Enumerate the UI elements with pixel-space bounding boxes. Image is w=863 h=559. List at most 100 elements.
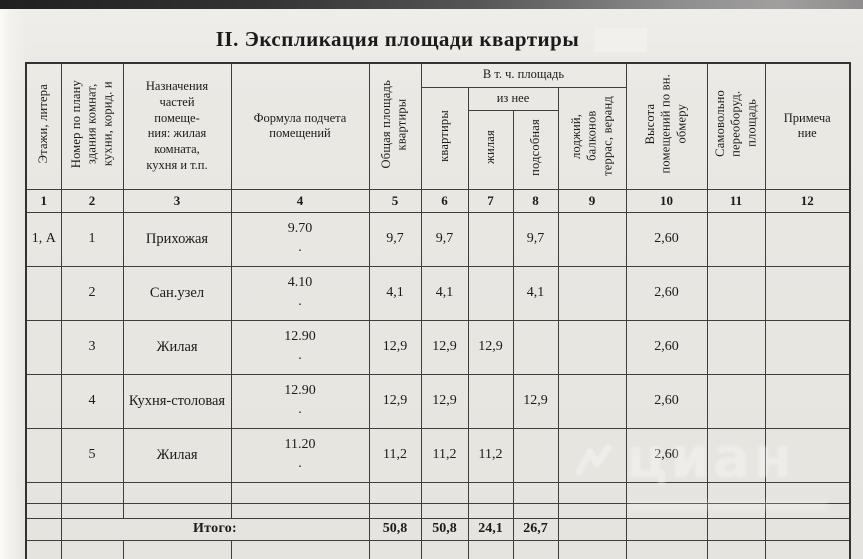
- explication-table: Этажи, литера Номер по плану здания комн…: [25, 62, 851, 559]
- empty-cell: [25, 502, 62, 519]
- col-header-purpose-label: Назначения частей помеще- ния: жилая ком…: [145, 79, 209, 172]
- cell-num: 2: [60, 265, 124, 321]
- empty-cell: [512, 539, 559, 559]
- redaction-patch: [595, 27, 648, 52]
- empty-cell: [420, 481, 469, 504]
- cell-unauth: [706, 211, 766, 267]
- cell-formula: 11.20 .: [230, 427, 370, 483]
- empty-cell: [60, 502, 124, 519]
- totals-apt: 50,8: [420, 517, 469, 541]
- col-num-2: 2: [60, 188, 124, 213]
- cell-formula: 12.90 .: [230, 319, 370, 375]
- empty-cell: [625, 502, 708, 519]
- totals-aux: 26,7: [512, 517, 559, 541]
- cell-total: 4,1: [368, 265, 422, 321]
- table-row: 2 Сан.узел 4.10 . 4,1 4,1 4,1 2,60: [25, 265, 851, 321]
- empty-cell: [60, 481, 124, 504]
- col-header-auxiliary-label: подсобная: [527, 118, 542, 176]
- empty-cell: [706, 539, 766, 559]
- col-header-unauthorized: Самовольно переоборуд. площадь: [706, 62, 766, 190]
- cell-aux: 12,9: [512, 373, 559, 429]
- empty-cell: [368, 539, 422, 559]
- col-header-formula: Формула подчета помещений: [230, 62, 370, 190]
- group-header-of-it: из нее: [467, 86, 559, 111]
- col-header-total-area: Общая площадь квартиры: [368, 62, 422, 190]
- empty-cell: [122, 481, 232, 504]
- empty-cell: [467, 481, 514, 504]
- col-header-purpose: Назначения частей помеще- ния: жилая ком…: [122, 62, 232, 190]
- col-header-living-label: жилая: [482, 130, 497, 164]
- cell-name: Прихожая: [122, 211, 232, 267]
- col-header-total-area-label: Общая площадь квартиры: [379, 79, 409, 168]
- cell-apt: 12,9: [420, 319, 469, 375]
- empty-row: [25, 481, 851, 504]
- empty-cell: [122, 539, 232, 559]
- cell-balcony: [557, 319, 627, 375]
- col-num-3: 3: [122, 188, 232, 213]
- col-header-auxiliary: подсобная: [512, 109, 559, 190]
- cell-balcony: [557, 211, 627, 267]
- totals-living: 24,1: [467, 517, 514, 541]
- col-header-plan-number-label: Номер по плану здания комнат, кухни, кор…: [68, 79, 114, 168]
- cell-total: 12,9: [368, 373, 422, 429]
- empty-cell: [60, 539, 124, 559]
- empty-cell: [764, 502, 851, 519]
- col-num-4: 4: [230, 188, 370, 213]
- column-numbers-row: 1 2 3 4 5 6 7 8 9 10 11 12: [25, 188, 851, 213]
- empty-cell: [25, 481, 62, 504]
- empty-cell: [230, 502, 370, 519]
- empty-cell: [25, 517, 62, 541]
- totals-label: Итого:: [60, 517, 370, 541]
- cell-num: 5: [60, 427, 124, 483]
- cell-height: 2,60: [625, 211, 708, 267]
- empty-cell: [122, 502, 232, 519]
- empty-cell: [368, 502, 422, 519]
- cell-floor: [25, 427, 62, 483]
- col-header-unauthorized-label: Самовольно переоборуд. площадь: [712, 90, 758, 158]
- cell-living: [467, 265, 514, 321]
- empty-cell: [625, 517, 708, 541]
- cell-balcony: [557, 265, 627, 321]
- table-row: 1, А 1 Прихожая 9.70 . 9,7 9,7 9,7 2,60: [25, 211, 851, 267]
- empty-cell: [467, 539, 514, 559]
- cell-formula: 9.70 .: [230, 211, 370, 267]
- cell-living: 11,2: [467, 427, 514, 483]
- cell-aux: 9,7: [512, 211, 559, 267]
- cell-unauth: [706, 373, 766, 429]
- empty-cell: [706, 481, 766, 504]
- paper-left-edge: [0, 9, 26, 559]
- col-num-12: 12: [764, 188, 851, 213]
- cell-name: Кухня-столовая: [122, 373, 232, 429]
- col-header-height: Высота помещений по вн. обмеру: [625, 62, 708, 190]
- empty-cell: [706, 502, 766, 519]
- cell-aux: [512, 427, 559, 483]
- empty-cell: [230, 481, 370, 504]
- cell-apt: 11,2: [420, 427, 469, 483]
- cell-unauth: [706, 427, 766, 483]
- cell-living: 12,9: [467, 319, 514, 375]
- cell-balcony: [557, 427, 627, 483]
- scan-top-bar: [0, 0, 863, 9]
- empty-row: [25, 502, 851, 519]
- empty-cell: [706, 517, 766, 541]
- table-row: 5 Жилая 11.20 . 11,2 11,2 11,2 2,60: [25, 427, 851, 483]
- cell-num: 4: [60, 373, 124, 429]
- cell-total: 9,7: [368, 211, 422, 267]
- col-header-note-label: Примеча ние: [783, 110, 831, 141]
- col-num-7: 7: [467, 188, 514, 213]
- col-num-5: 5: [368, 188, 422, 213]
- empty-cell: [420, 539, 469, 559]
- col-num-11: 11: [706, 188, 766, 213]
- cell-unauth: [706, 319, 766, 375]
- cell-floor: [25, 319, 62, 375]
- empty-cell: [420, 502, 469, 519]
- cell-floor: 1, А: [25, 211, 62, 267]
- cell-name: Жилая: [122, 319, 232, 375]
- cell-num: 1: [60, 211, 124, 267]
- col-header-apartment: квартиры: [420, 86, 469, 190]
- empty-cell: [467, 502, 514, 519]
- empty-cell: [557, 481, 627, 504]
- cell-note: [764, 211, 851, 267]
- cell-height: 2,60: [625, 427, 708, 483]
